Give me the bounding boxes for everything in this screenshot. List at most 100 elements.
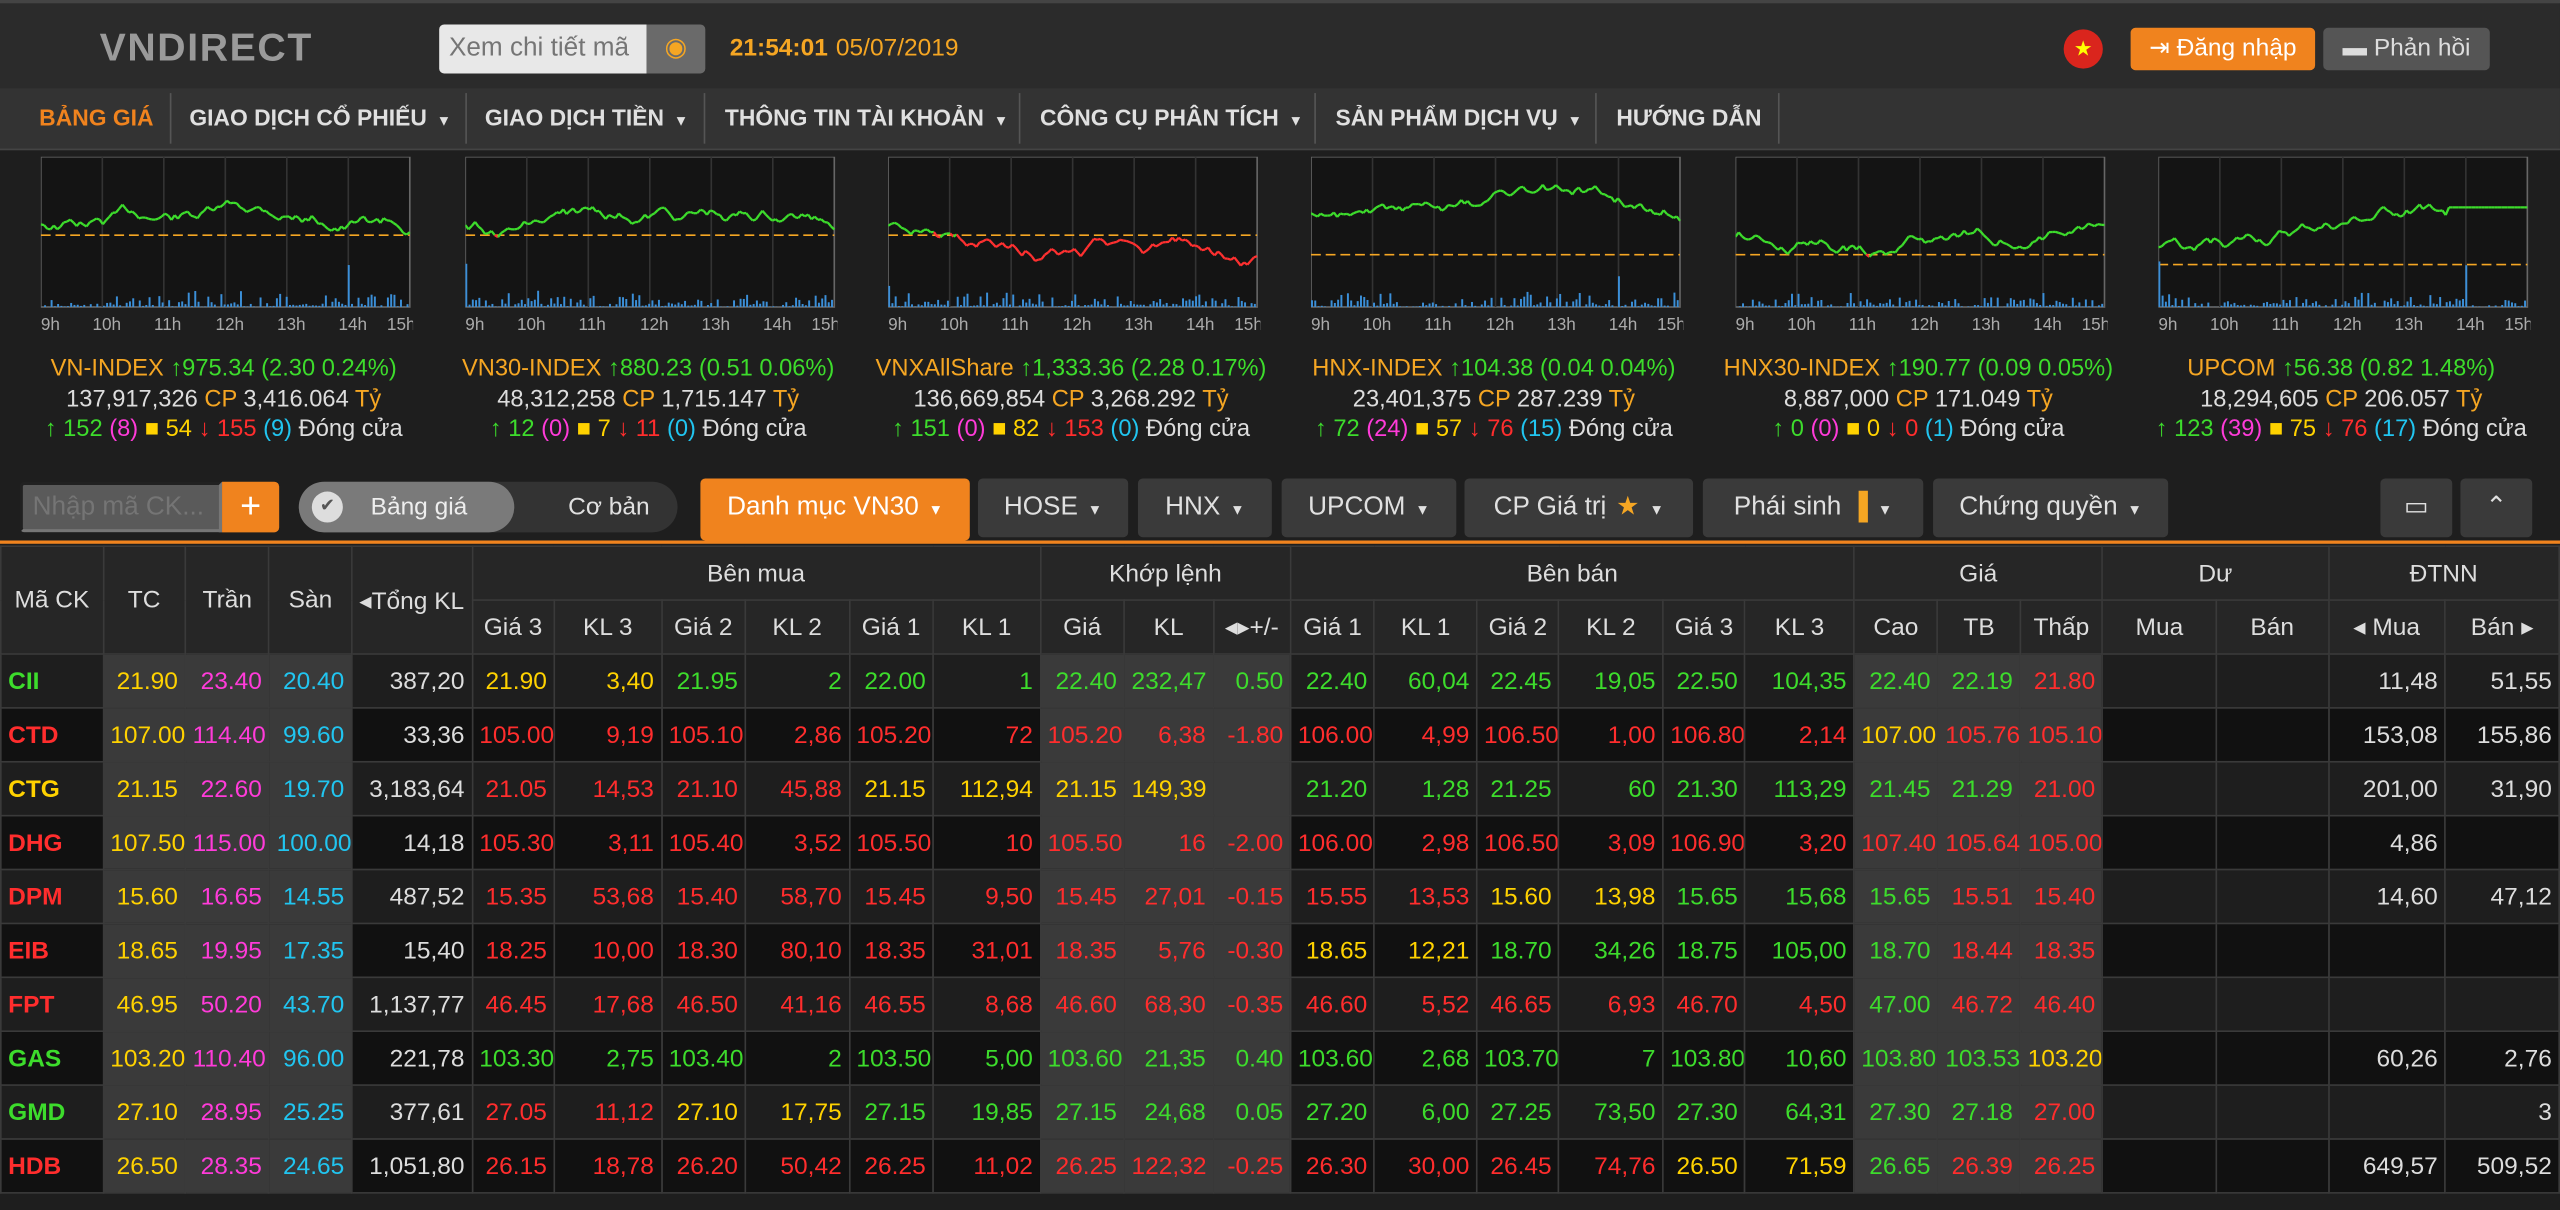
- stock-symbol[interactable]: EIB: [0, 922, 104, 979]
- index-line-segment: [627, 219, 633, 225]
- stock-symbol[interactable]: DHG: [0, 814, 104, 871]
- ceiling-count: (0): [956, 416, 986, 443]
- index-line-segment: [1597, 189, 1603, 195]
- feedback-button[interactable]: ▬ Phản hồi: [2323, 27, 2490, 71]
- stock-detail-search-input[interactable]: [439, 24, 647, 74]
- volume-bar: [1572, 301, 1575, 307]
- index-line-segment: [1757, 235, 1763, 241]
- index-panel[interactable]: 9h 10h 11h 12h 13h 14h 15h VN30-INDEX ↑880.23 (…: [444, 156, 852, 451]
- index-line-segment: [1313, 213, 1319, 218]
- index-line-segment: [1672, 215, 1678, 219]
- index-line-segment: [2074, 225, 2080, 231]
- index-panel[interactable]: 9h 10h 11h 12h 13h 14h 15h VNXAllShare ↑1,333.3…: [867, 156, 1275, 451]
- index-line-segment: [995, 243, 1000, 248]
- check-icon: ✔: [311, 491, 343, 523]
- toggle-option-bang-gia[interactable]: ✔ Bảng giá: [298, 481, 515, 533]
- volume-bar: [992, 304, 995, 307]
- volume-bar: [1175, 304, 1178, 307]
- index-line-segment: [1057, 251, 1062, 256]
- index-line-segment: [2363, 218, 2368, 222]
- index-line-segment: [1803, 241, 1809, 246]
- index-panel[interactable]: 9h 10h 11h 12h 13h 14h 15h HNX30-INDEX ↑190.77 …: [1714, 156, 2122, 451]
- col-tong-kl[interactable]: ◂Tổng KL: [350, 545, 473, 655]
- nav-bang-gia[interactable]: BẢNG GIÁ: [23, 88, 170, 148]
- tab-label: UPCOM: [1308, 493, 1406, 521]
- volume-bar: [1324, 306, 1327, 307]
- volume-bar: [520, 299, 523, 307]
- volume-bar: [76, 304, 79, 307]
- tab-phai-sinh[interactable]: Phái sinh ▐ ▼: [1702, 478, 1924, 538]
- index-line-segment: [1187, 241, 1193, 247]
- volume-bar: [2488, 305, 2491, 307]
- index-panel[interactable]: 9h 10h 11h 12h 13h 14h 15h VN-INDEX ↑975.34 (2.…: [20, 156, 428, 451]
- nav-huong-dan[interactable]: HƯỚNG DẪN: [1600, 88, 1778, 148]
- volume-bar: [2386, 302, 2389, 307]
- tab-danh-muc-vn30[interactable]: Danh mục VN30 ▼: [700, 478, 970, 541]
- view-mode-toggle[interactable]: ✔ Bảng giá Cơ bản: [298, 481, 678, 533]
- volume-bar: [298, 304, 301, 307]
- table-row[interactable]: FPT 46.95 50.20 43.70 1,137,77 46.45 17,68 46.5…: [0, 976, 2560, 1033]
- volume-bar: [364, 305, 367, 307]
- index-line-segment: [1220, 253, 1226, 260]
- stock-symbol[interactable]: CII: [0, 653, 104, 709]
- x-tick-label: 15h: [811, 314, 837, 334]
- volume-bar: [2045, 305, 2048, 307]
- vietnam-flag-icon[interactable]: ★: [2063, 29, 2103, 69]
- stock-symbol[interactable]: DPM: [0, 868, 104, 925]
- collapse-chevron-up-icon[interactable]: ⌃: [2460, 478, 2533, 538]
- volume-bar: [1366, 299, 1369, 307]
- stock-symbol[interactable]: HDB: [0, 1138, 104, 1194]
- table-row[interactable]: DHG 107.50 115.00 100.00 14,18 105.30 3,11 105.…: [0, 814, 2560, 871]
- table-row[interactable]: GMD 27.10 28.95 25.25 377,61 27.05 11,12 27.10 1…: [0, 1084, 2560, 1140]
- table-row[interactable]: CTG 21.15 22.60 19.70 3,183,64 21.05 14,53 21.1…: [0, 760, 2560, 817]
- nav-giao-dich-tien[interactable]: GIAO DỊCH TIỀN ▼: [469, 88, 705, 148]
- tab-hose[interactable]: HOSE ▼: [977, 478, 1129, 538]
- nav-san-pham-dich-vu[interactable]: SẢN PHẨM DỊCH VỤ ▼: [1319, 88, 1598, 148]
- index-line-segment: [2412, 206, 2418, 212]
- table-row[interactable]: DPM 15.60 16.65 14.55 487,52 15.35 53,68 15.40 5…: [0, 868, 2560, 925]
- x-tick-label: 14h: [1186, 314, 1215, 334]
- volume-bar: [1087, 305, 1090, 307]
- status-label: Đóng cửa: [1568, 416, 1673, 443]
- index-line-segment: [817, 218, 822, 221]
- tab-chung-quyen[interactable]: Chứng quyền ▼: [1933, 478, 2169, 538]
- stock-symbol[interactable]: FPT: [0, 976, 104, 1033]
- nav-cong-cu-phan-tich[interactable]: CÔNG CỤ PHÂN TÍCH ▼: [1024, 88, 1320, 148]
- x-tick-label: 15h: [1657, 314, 1683, 334]
- volume-bar: [1123, 305, 1126, 307]
- stock-code-filter-input[interactable]: [19, 481, 223, 533]
- table-cell: 17,68: [553, 976, 663, 1033]
- tab-hnx[interactable]: HNX ▼: [1137, 478, 1272, 538]
- index-line-segment: [363, 216, 369, 223]
- index-line-segment: [647, 214, 653, 219]
- index-line-segment: [95, 217, 100, 221]
- volume-bar: [1996, 297, 1999, 307]
- subcol-header: ◂ Mua: [2327, 599, 2446, 655]
- index-line-segment: [1240, 261, 1245, 267]
- tab-upcom[interactable]: UPCOM ▼: [1281, 478, 1457, 538]
- stock-symbol[interactable]: CTD: [0, 707, 104, 763]
- stock-symbol[interactable]: GAS: [0, 1030, 104, 1086]
- table-row[interactable]: GAS 103.20 110.40 96.00 221,78 103.30 2,75 103.…: [0, 1030, 2560, 1086]
- nav-giao-dich-co-phieu[interactable]: GIAO DỊCH CỔ PHIẾU ▼: [173, 88, 468, 148]
- index-panel[interactable]: 9h 10h 11h 12h 13h 14h 15h HNX-INDEX ↑104.38 (0…: [1290, 156, 1698, 451]
- add-stock-button[interactable]: +: [222, 481, 280, 533]
- table-row[interactable]: HDB 26.50 28.35 24.65 1,051,80 26.15 18,78 26.2…: [0, 1138, 2560, 1194]
- table-row[interactable]: EIB 18.65 19.95 17.35 15,40 18.25 10,00 18.30 80…: [0, 922, 2560, 979]
- monitor-icon[interactable]: ▭: [2380, 478, 2453, 538]
- index-panel[interactable]: 9h 10h 11h 12h 13h 14h 15h UPCOM ↑56.38 (0.82 1…: [2137, 156, 2545, 451]
- index-line-segment: [546, 215, 551, 221]
- table-row[interactable]: CTD 107.00 114.40 99.60 33,36 105.00 9,19 105.1…: [0, 707, 2560, 763]
- eye-icon[interactable]: ◉: [646, 24, 706, 74]
- table-row[interactable]: CII 21.90 23.40 20.40 387,20 21.90 3,40 21.95 2 2…: [0, 653, 2560, 709]
- nav-thong-tin-tai-khoan[interactable]: THÔNG TIN TÀI KHOẢN ▼: [709, 88, 1025, 148]
- table-cell: 3,09: [1558, 814, 1664, 871]
- stock-symbol[interactable]: CTG: [0, 760, 104, 817]
- stock-symbol[interactable]: GMD: [0, 1084, 104, 1140]
- login-button[interactable]: ⇥ Đăng nhập: [2130, 27, 2316, 71]
- adv-count: 151: [910, 416, 950, 443]
- tab-cp-gia-tri[interactable]: CP Giá trị ★ ▼: [1464, 478, 1694, 538]
- volume-bar: [501, 299, 504, 307]
- vndirect-logo[interactable]: VNDIRECT: [99, 26, 313, 71]
- toggle-option-co-ban[interactable]: Cơ bản: [568, 493, 650, 521]
